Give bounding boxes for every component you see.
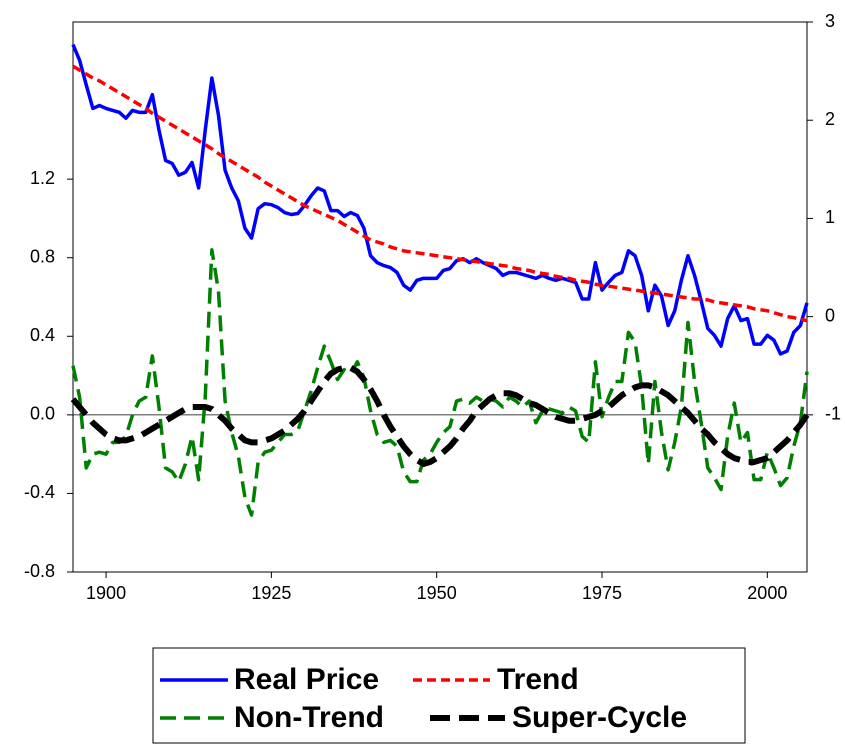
y-tick-label: 0.4: [30, 325, 55, 345]
x-tick-label: 1925: [251, 583, 291, 603]
y2-tick-label: -1: [825, 404, 841, 424]
y2-tick-label: 2: [825, 109, 835, 129]
legend-label: Non-Trend: [234, 701, 384, 734]
y-tick-label: -0.8: [24, 561, 55, 581]
x-tick-label: 1975: [582, 583, 622, 603]
y-tick-label: 0.8: [30, 246, 55, 266]
y-tick-label: 1.2: [30, 168, 55, 188]
y2-tick-label: 0: [825, 305, 835, 325]
plot-frame: [72, 21, 808, 573]
legend-label: Super-Cycle: [512, 701, 687, 734]
legend-label: Trend: [497, 663, 579, 696]
series-line: [71, 43, 809, 356]
y2-tick-label: 3: [825, 11, 835, 31]
series-line: [70, 364, 810, 467]
x-tick-label: 2000: [747, 583, 787, 603]
y2-tick-label: 1: [825, 207, 835, 227]
x-tick-label: 1950: [417, 583, 457, 603]
series-line: [71, 248, 809, 517]
y-tick-label: 0.0: [30, 404, 55, 424]
y-tick-label: -0.4: [24, 482, 55, 502]
series-line: [72, 64, 808, 323]
legend-box: [152, 647, 746, 744]
legend-label: Real Price: [234, 663, 379, 696]
x-tick-label: 1900: [86, 583, 126, 603]
